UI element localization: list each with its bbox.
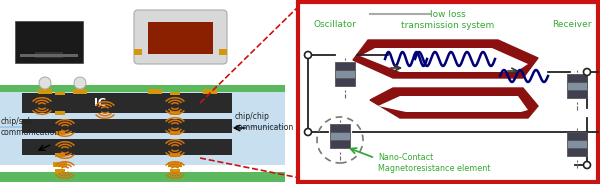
Bar (55, 131, 65, 135)
Bar (330, 140, 350, 148)
Bar (567, 132, 587, 140)
Bar (55, 169, 65, 174)
Bar (335, 78, 355, 86)
Polygon shape (370, 88, 538, 118)
Bar (53, 162, 67, 167)
Bar (335, 70, 355, 78)
Bar (170, 169, 180, 174)
Bar (134, 49, 142, 55)
Bar (148, 22, 213, 54)
Bar (335, 62, 355, 70)
Bar (22, 139, 232, 155)
Text: low loss
transmission system: low loss transmission system (401, 10, 494, 30)
Bar (203, 89, 217, 94)
Text: chip/chip
communication: chip/chip communication (235, 112, 294, 132)
Bar (0, 85, 285, 92)
Bar (567, 74, 587, 82)
Bar (330, 124, 350, 132)
Bar (0, 172, 285, 182)
Bar (170, 153, 180, 157)
Bar (15, 21, 83, 63)
Bar (298, 2, 598, 182)
Bar (168, 162, 182, 167)
Bar (0, 126, 285, 128)
Bar (22, 93, 232, 113)
Bar (170, 92, 180, 95)
Polygon shape (378, 96, 528, 112)
Bar (219, 49, 227, 55)
Text: Receiver: Receiver (552, 20, 592, 29)
Bar (170, 131, 180, 135)
Bar (170, 111, 180, 115)
Bar (22, 119, 232, 133)
Bar (20, 54, 78, 57)
Circle shape (583, 162, 590, 169)
Bar (55, 92, 65, 95)
Bar (567, 140, 587, 148)
Bar (567, 148, 587, 156)
Circle shape (583, 68, 590, 75)
Circle shape (305, 52, 311, 59)
Bar (567, 90, 587, 98)
Bar (567, 82, 587, 90)
Circle shape (74, 77, 86, 89)
Text: chip/sub.
communication: chip/sub. communication (1, 117, 60, 137)
Bar (73, 89, 87, 94)
Bar (35, 52, 63, 58)
Bar (55, 111, 65, 115)
Text: IC: IC (94, 98, 106, 108)
Polygon shape (360, 48, 528, 72)
Bar (148, 89, 162, 94)
Text: Oscillator: Oscillator (314, 20, 356, 29)
Bar (55, 153, 65, 157)
Circle shape (39, 77, 51, 89)
Bar (38, 89, 52, 94)
Bar (0, 92, 285, 165)
Polygon shape (353, 40, 538, 78)
Circle shape (305, 128, 311, 135)
FancyBboxPatch shape (134, 10, 227, 64)
Bar (330, 132, 350, 140)
Text: Nano-Contact
Magnetoresistance element: Nano-Contact Magnetoresistance element (378, 153, 490, 173)
